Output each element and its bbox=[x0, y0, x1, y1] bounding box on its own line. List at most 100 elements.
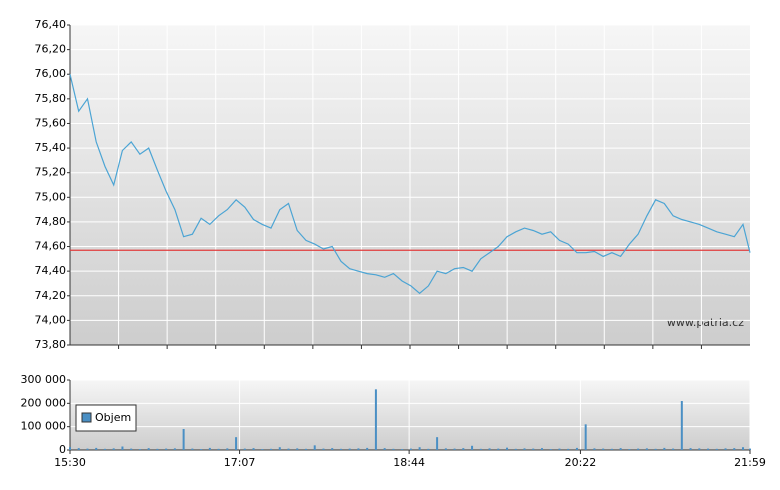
price-line bbox=[69, 74, 751, 295]
volume-bar bbox=[165, 448, 168, 450]
volume-bar bbox=[77, 448, 80, 450]
volume-bar bbox=[637, 448, 640, 450]
y-tick-label: 75,40 bbox=[35, 141, 67, 154]
volume-bar bbox=[558, 448, 561, 450]
y-tick-label: 75,00 bbox=[35, 190, 67, 203]
volume-bar bbox=[654, 448, 657, 450]
x-tick-label: 17:07 bbox=[224, 456, 256, 469]
volume-bar bbox=[112, 448, 115, 450]
volume-bar bbox=[715, 448, 718, 450]
volume-bar bbox=[374, 389, 377, 450]
volume-bar bbox=[331, 448, 334, 450]
volume-bar bbox=[707, 448, 710, 450]
volume-bar bbox=[427, 448, 430, 450]
watermark: www.patria.cz bbox=[667, 316, 744, 329]
y-tick-label: 76,00 bbox=[35, 67, 67, 80]
volume-bar bbox=[488, 448, 491, 450]
volume-bar bbox=[235, 437, 238, 450]
volume-bar bbox=[313, 445, 316, 450]
volume-bar bbox=[645, 448, 648, 450]
volume-bar bbox=[270, 448, 273, 450]
volume-bar bbox=[304, 448, 307, 450]
volume-bar bbox=[173, 448, 176, 450]
y-tick-label: 75,60 bbox=[35, 116, 67, 129]
volume-bar bbox=[540, 448, 543, 450]
x-tick-label: 18:44 bbox=[393, 456, 425, 469]
y-tick-label: 74,80 bbox=[35, 215, 67, 228]
volume-bar bbox=[436, 437, 439, 450]
volume-bar bbox=[575, 447, 578, 450]
volume-bar bbox=[733, 448, 736, 450]
volume-bar bbox=[584, 424, 587, 450]
volume-bar bbox=[593, 448, 596, 450]
volume-bar bbox=[749, 448, 751, 450]
volume-bar bbox=[549, 449, 552, 450]
volume-bar bbox=[278, 447, 281, 450]
volume-bar bbox=[200, 449, 203, 450]
volume-bar bbox=[191, 448, 194, 450]
volume-bar bbox=[138, 449, 141, 450]
volume-bar bbox=[610, 448, 613, 450]
volume-bar bbox=[628, 449, 631, 450]
volume-bar bbox=[479, 448, 482, 450]
volume-bar bbox=[69, 447, 71, 450]
y-tick-label: 75,20 bbox=[35, 166, 67, 179]
volume-bar bbox=[698, 448, 701, 450]
volume-bar bbox=[680, 401, 683, 450]
volume-bar bbox=[287, 448, 290, 450]
y-tick-label: 74,00 bbox=[35, 313, 67, 326]
x-tick-label: 15:30 bbox=[54, 456, 86, 469]
y-tick-label: 74,40 bbox=[35, 264, 67, 277]
volume-bar bbox=[366, 447, 369, 450]
y-tick-label: 0 bbox=[59, 443, 66, 456]
y-tick-label: 73,80 bbox=[35, 338, 67, 351]
volume-bar bbox=[497, 448, 500, 450]
volume-bar bbox=[602, 448, 605, 450]
volume-bar bbox=[392, 448, 395, 450]
volume-bar bbox=[103, 448, 106, 450]
volume-plot-area bbox=[70, 380, 750, 450]
x-tick-label: 21:59 bbox=[734, 456, 766, 469]
volume-bar bbox=[567, 448, 570, 450]
y-tick-label: 75,80 bbox=[35, 92, 67, 105]
volume-bar bbox=[348, 448, 351, 450]
y-tick-label: 300 000 bbox=[21, 373, 67, 386]
y-tick-label: 200 000 bbox=[21, 396, 67, 409]
volume-bar bbox=[339, 448, 342, 450]
volume-bar bbox=[322, 448, 325, 450]
volume-bar bbox=[514, 448, 517, 450]
volume-bar bbox=[418, 447, 421, 450]
volume-bar bbox=[689, 448, 692, 450]
volume-bar bbox=[383, 448, 386, 450]
volume-bar bbox=[506, 447, 509, 450]
volume-bar bbox=[401, 449, 404, 450]
volume-bar bbox=[130, 448, 133, 450]
volume-bar bbox=[357, 448, 360, 450]
volume-bar bbox=[409, 448, 412, 450]
volume-bar bbox=[444, 448, 447, 450]
volume-bar bbox=[243, 448, 246, 450]
volume-bar bbox=[95, 447, 98, 450]
legend-box bbox=[75, 404, 137, 432]
legend-label: Objem bbox=[95, 411, 131, 424]
volume-bar bbox=[147, 448, 150, 450]
x-tick-label: 20:22 bbox=[565, 456, 597, 469]
y-tick-label: 74,20 bbox=[35, 289, 67, 302]
volume-bar bbox=[742, 447, 745, 450]
volume-bar bbox=[471, 445, 474, 450]
volume-bar bbox=[724, 448, 727, 450]
volume-bar bbox=[156, 448, 159, 450]
y-tick-label: 100 000 bbox=[21, 420, 67, 433]
volume-bar bbox=[453, 448, 456, 450]
volume-bar bbox=[182, 429, 185, 450]
volume-bar bbox=[252, 448, 255, 450]
volume-bar bbox=[226, 448, 229, 450]
y-tick-label: 76,40 bbox=[35, 18, 67, 31]
volume-bar bbox=[672, 448, 675, 450]
volume-bar bbox=[217, 448, 220, 450]
volume-bar bbox=[462, 448, 465, 450]
volume-bar bbox=[523, 448, 526, 450]
volume-bar bbox=[663, 447, 666, 450]
